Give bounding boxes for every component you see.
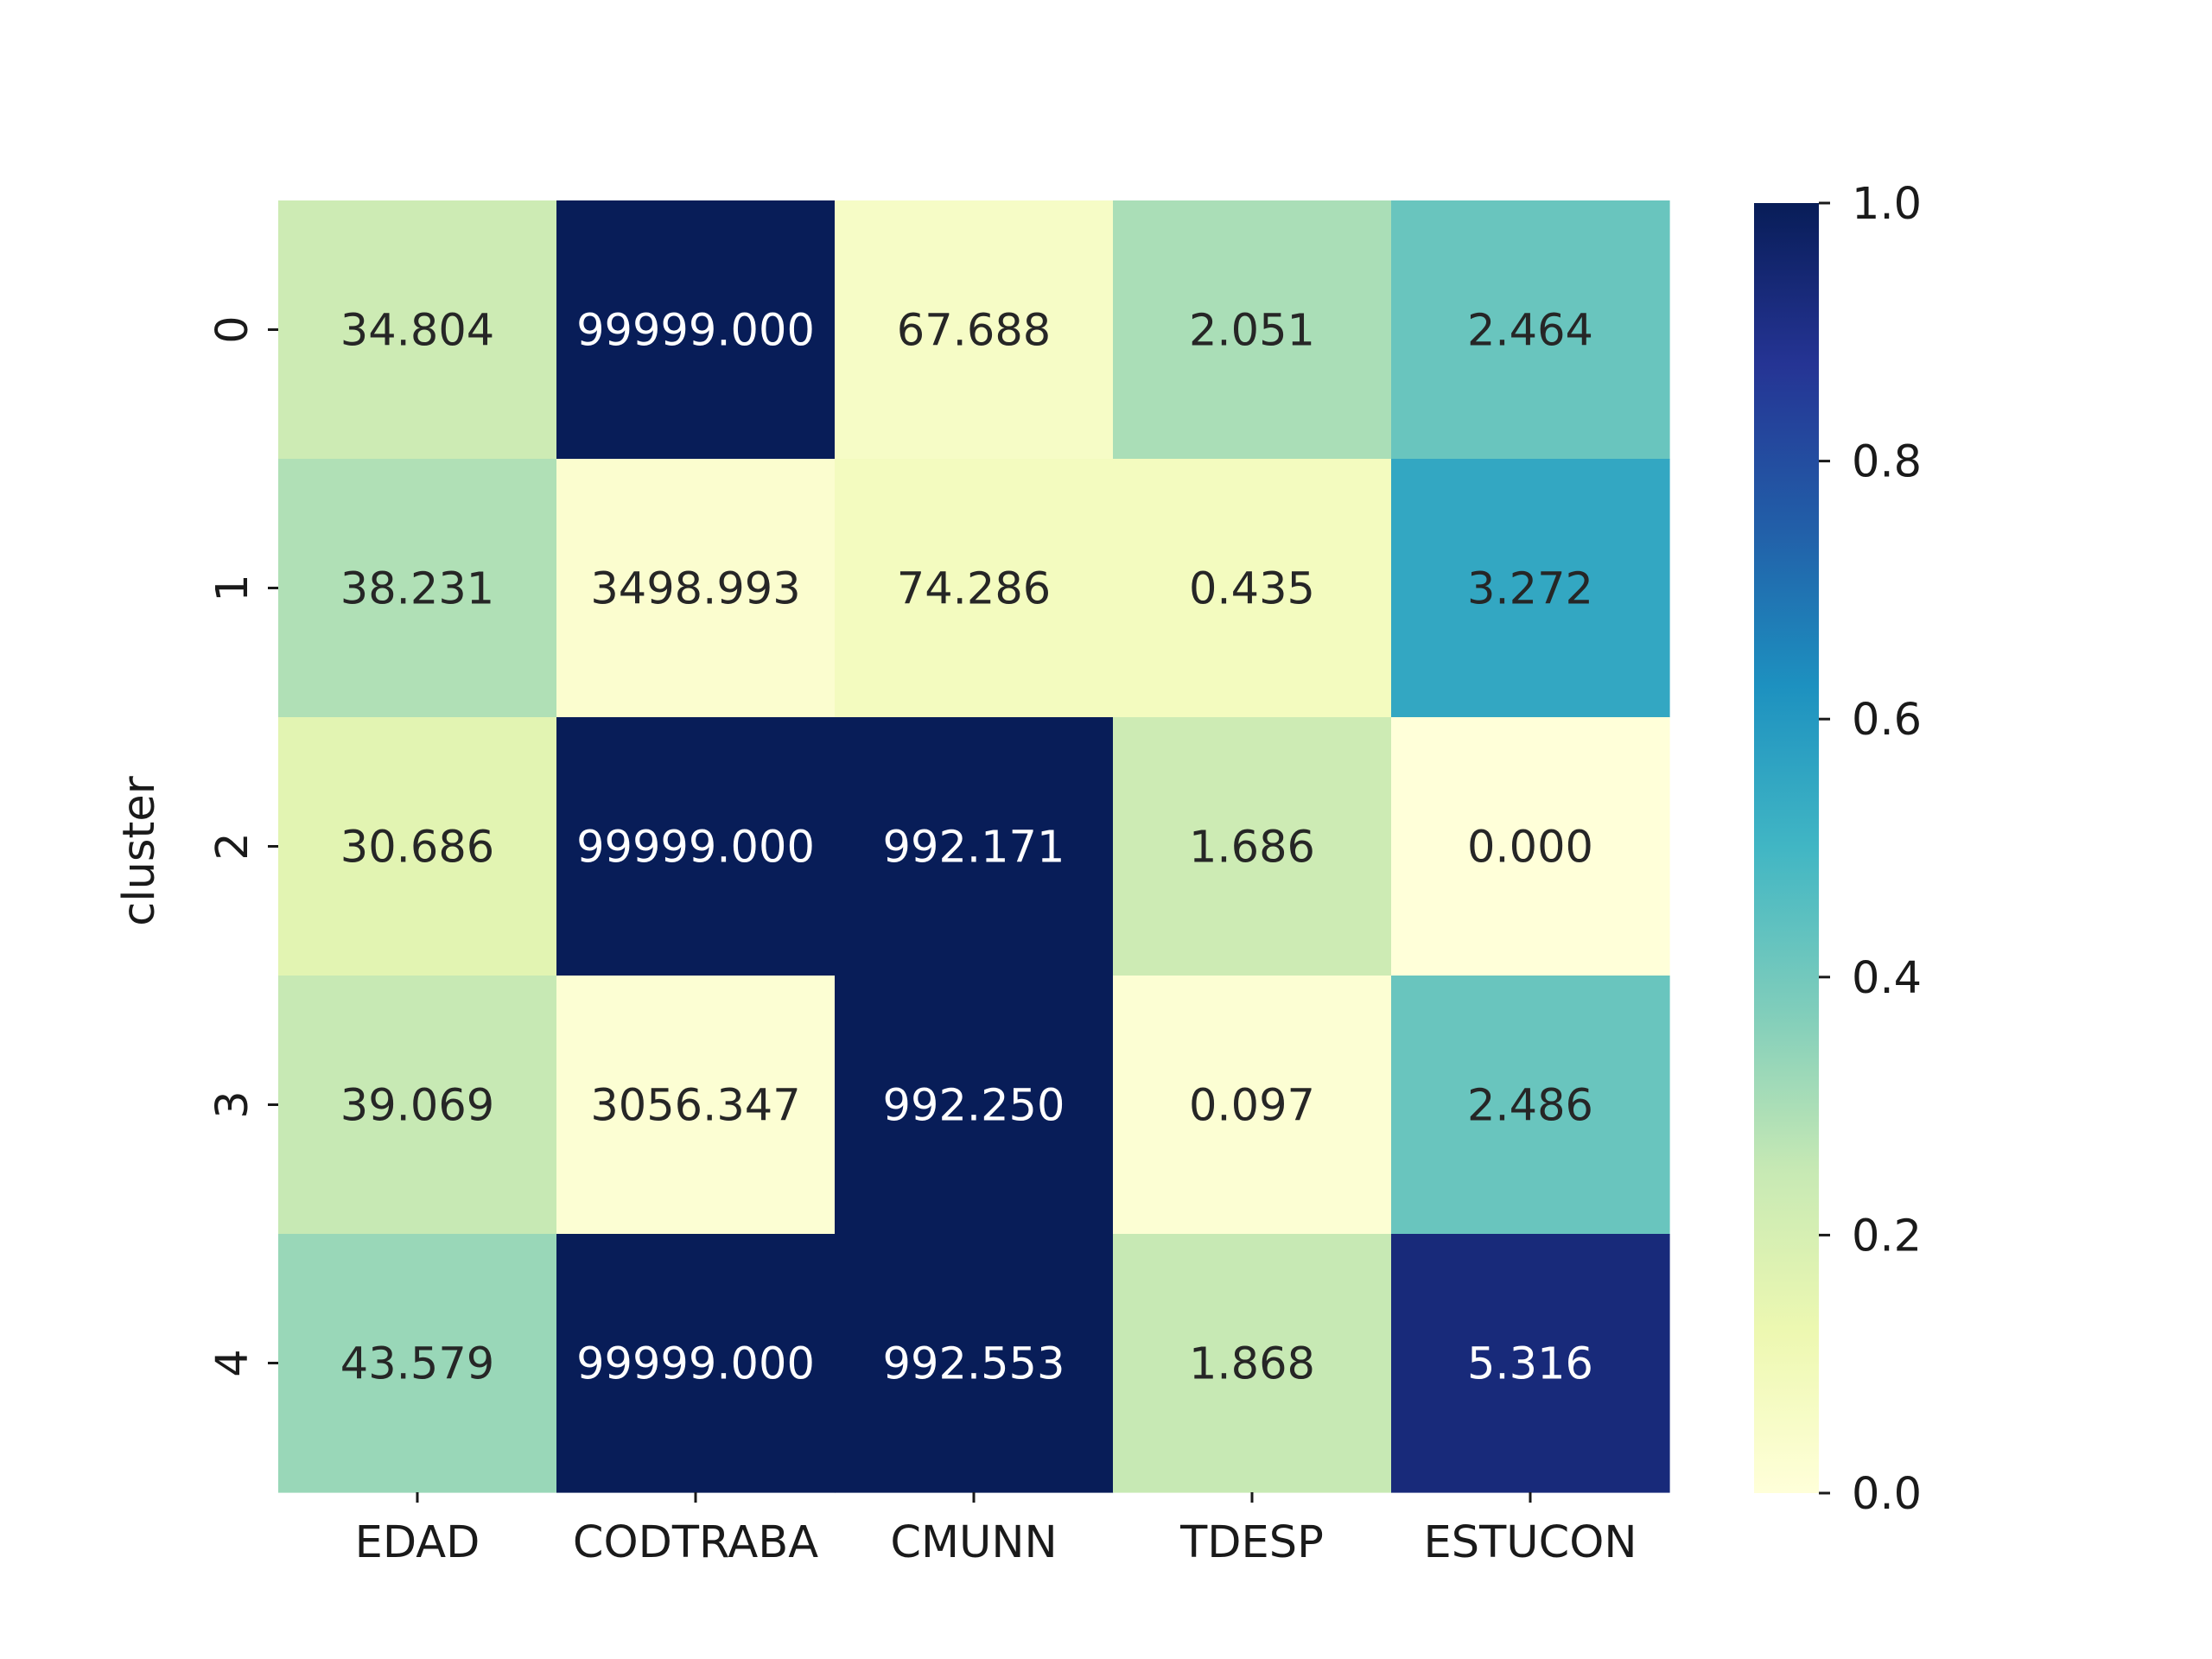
heatmap-cell bbox=[278, 976, 557, 1235]
heatmap-cell bbox=[556, 459, 836, 718]
x-tick-label: EDAD bbox=[355, 1517, 480, 1568]
heatmap-cell bbox=[835, 717, 1114, 976]
cell-label: 3056.347 bbox=[590, 1081, 800, 1132]
heatmap-cell bbox=[278, 459, 557, 718]
heatmap-cell bbox=[835, 976, 1114, 1235]
cell-label: 99999.000 bbox=[576, 306, 815, 357]
x-tick-label: ESTUCON bbox=[1424, 1517, 1637, 1568]
cell-label: 2.051 bbox=[1189, 306, 1315, 357]
heatmap-cell bbox=[1391, 459, 1670, 718]
x-axis: EDAD CODTRABA CMUNN TDESP ESTUCON bbox=[355, 1492, 1637, 1568]
heatmap-cell bbox=[1391, 717, 1670, 976]
colorbar-tick-label: 0.0 bbox=[1852, 1469, 1922, 1520]
x-tick-label: CMUNN bbox=[890, 1517, 1057, 1568]
cell-label: 74.286 bbox=[897, 564, 1051, 615]
heatmap-cells bbox=[278, 200, 1670, 1493]
cell-label: 5.316 bbox=[1467, 1339, 1593, 1390]
cell-label: 0.000 bbox=[1467, 823, 1593, 874]
colorbar-tick-label: 0.2 bbox=[1852, 1211, 1922, 1262]
heatmap-cell bbox=[278, 717, 557, 976]
heatmap-cell bbox=[1391, 200, 1670, 460]
cell-label: 2.486 bbox=[1467, 1081, 1593, 1132]
colorbar-ticks: 0.0 0.2 0.4 0.6 0.8 1.0 bbox=[1819, 179, 1922, 1520]
heatmap-cell bbox=[278, 1234, 557, 1493]
heatmap-cell bbox=[1391, 976, 1670, 1235]
cell-label: 30.686 bbox=[340, 823, 494, 874]
heatmap-cell bbox=[1113, 459, 1392, 718]
heatmap-cell bbox=[1113, 1234, 1392, 1493]
cell-label: 992.171 bbox=[883, 823, 1065, 874]
y-tick-label: 4 bbox=[207, 1349, 258, 1376]
cell-label: 1.686 bbox=[1189, 823, 1315, 874]
heatmap-cell bbox=[556, 976, 836, 1235]
cell-label: 2.464 bbox=[1467, 306, 1593, 357]
y-tick-label: 0 bbox=[207, 315, 258, 343]
cell-label: 99999.000 bbox=[576, 1339, 815, 1390]
heatmap-cell bbox=[556, 717, 836, 976]
colorbar-tick-label: 1.0 bbox=[1852, 179, 1922, 230]
cell-label: 39.069 bbox=[340, 1081, 494, 1132]
heatmap-cell bbox=[1391, 1234, 1670, 1493]
cell-label: 992.553 bbox=[883, 1339, 1065, 1390]
x-tick-label: TDESP bbox=[1179, 1517, 1324, 1568]
heatmap-cell bbox=[556, 200, 836, 460]
colorbar-tick-label: 0.6 bbox=[1852, 695, 1922, 746]
y-tick-label: 2 bbox=[207, 832, 258, 860]
cell-label: 3498.993 bbox=[590, 564, 800, 615]
cell-label: 34.804 bbox=[340, 306, 494, 357]
y-tick-label: 3 bbox=[207, 1090, 258, 1118]
cell-label: 1.868 bbox=[1189, 1339, 1315, 1390]
heatmap-cell bbox=[1113, 717, 1392, 976]
heatmap-cell bbox=[835, 200, 1114, 460]
y-tick-label: 1 bbox=[207, 574, 258, 601]
cell-label: 38.231 bbox=[340, 564, 494, 615]
cell-label: 992.250 bbox=[883, 1081, 1065, 1132]
cell-label: 3.272 bbox=[1467, 564, 1593, 615]
heatmap-cell bbox=[1113, 976, 1392, 1235]
colorbar-tick-label: 0.4 bbox=[1852, 953, 1922, 1004]
y-axis: 0 1 2 3 4 bbox=[207, 315, 278, 1377]
colorbar-tick-label: 0.8 bbox=[1852, 437, 1922, 488]
cell-label: 99999.000 bbox=[576, 823, 815, 874]
heatmap-cell bbox=[556, 1234, 836, 1493]
cell-label: 67.688 bbox=[897, 306, 1051, 357]
heatmap-cell bbox=[835, 459, 1114, 718]
cell-label: 0.097 bbox=[1189, 1081, 1315, 1132]
y-axis-title: cluster bbox=[114, 776, 165, 925]
colorbar bbox=[1754, 203, 1819, 1493]
cell-label: 43.579 bbox=[340, 1339, 494, 1390]
heatmap-cell bbox=[1113, 200, 1392, 460]
x-tick-label: CODTRABA bbox=[573, 1517, 818, 1568]
cell-label: 0.435 bbox=[1189, 564, 1315, 615]
heatmap-cell bbox=[278, 200, 557, 460]
heatmap-cell bbox=[835, 1234, 1114, 1493]
heatmap-cell-labels: 34.804 99999.000 67.688 2.051 2.464 38.231 349… bbox=[340, 306, 1593, 1390]
